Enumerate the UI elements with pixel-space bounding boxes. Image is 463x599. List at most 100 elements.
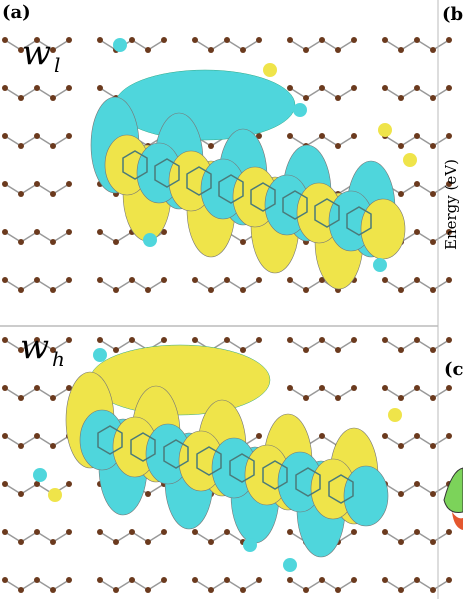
atom [129,337,135,343]
atom [335,95,341,101]
atom [446,529,452,535]
atom [398,491,404,497]
ring [154,158,180,188]
orbital-subscript: l [54,53,60,77]
ring [328,474,354,504]
atom [224,337,230,343]
atom [430,191,436,197]
atom [256,133,262,139]
atom [319,85,325,91]
atom [208,287,214,293]
atom [303,287,309,293]
atom [430,239,436,245]
atom [2,229,8,235]
atom [66,529,72,535]
atom [2,385,8,391]
axis-label: Energy (eV) [442,159,460,250]
lobe [143,233,157,247]
atom [287,529,293,535]
atom [382,277,388,283]
atom [382,433,388,439]
atom [287,385,293,391]
lobe [378,123,392,137]
atom [414,85,420,91]
ring [295,467,321,497]
atom [287,277,293,283]
atom [414,277,420,283]
atom [113,587,119,593]
atom [287,337,293,343]
atom [129,277,135,283]
lobe [114,69,296,141]
atom [192,277,198,283]
ring [282,190,308,220]
atom [208,539,214,545]
atom [240,239,246,245]
atom [398,287,404,293]
atom [50,239,56,245]
blob [443,467,463,513]
atom [398,587,404,593]
atom [66,385,72,391]
atom [446,385,452,391]
atom [50,191,56,197]
atom [18,47,24,53]
atom [398,95,404,101]
lobe [243,538,257,552]
lobe [48,488,62,502]
atom [414,577,420,583]
atom [50,539,56,545]
atom [208,587,214,593]
atom [256,277,262,283]
atom [430,443,436,449]
atom [287,85,293,91]
lobe [33,468,47,482]
atom [414,133,420,139]
atom [97,229,103,235]
atom [145,287,151,293]
atom [113,347,119,353]
atom [398,539,404,545]
orbital-label: w l [22,33,60,77]
atom [446,229,452,235]
atom [161,37,167,43]
atom [351,133,357,139]
ring [229,453,255,483]
atom [256,337,262,343]
lobe [360,198,406,260]
atom [2,85,8,91]
atom [287,37,293,43]
atom [161,337,167,343]
atom [414,529,420,535]
lobe [388,408,402,422]
atom [319,385,325,391]
atom [414,337,420,343]
atom [129,577,135,583]
atom [34,85,40,91]
atom [208,47,214,53]
atom [319,577,325,583]
atom [97,85,103,91]
atom [145,539,151,545]
atom [208,143,214,149]
ring [196,446,222,476]
atom [414,229,420,235]
atom [414,181,420,187]
atom [18,191,24,197]
atom [192,577,198,583]
atom [446,133,452,139]
lobe [283,558,297,572]
atom [303,347,309,353]
atom [161,577,167,583]
atom [34,337,40,343]
atom [113,539,119,545]
atom [382,529,388,535]
atom [287,133,293,139]
atom [50,95,56,101]
atom [192,529,198,535]
atom [224,577,230,583]
atom [66,337,72,343]
lobe [343,465,389,527]
atom [335,347,341,353]
atom [18,443,24,449]
